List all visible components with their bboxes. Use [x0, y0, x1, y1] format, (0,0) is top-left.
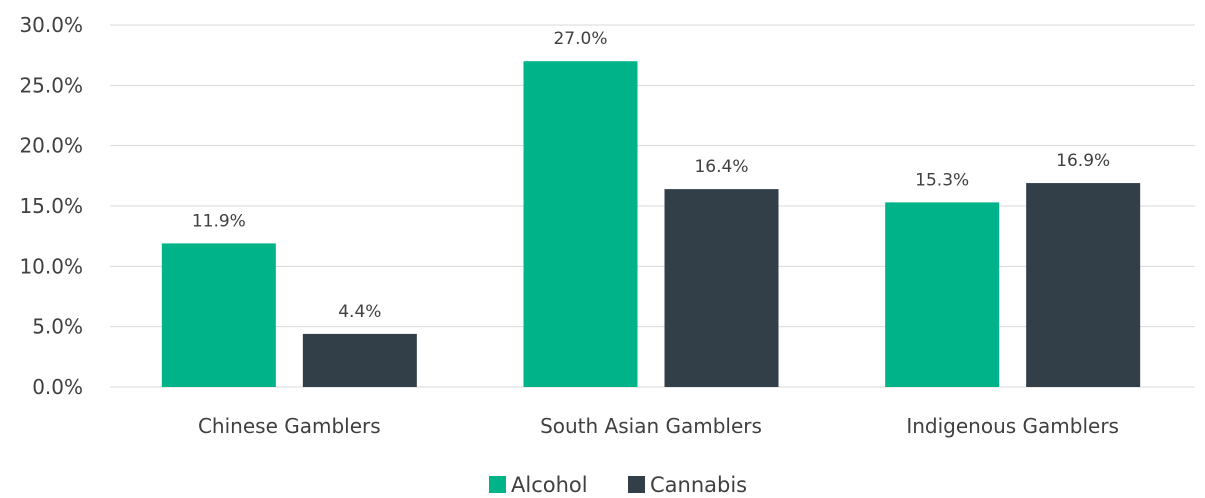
y-tick-label: 10.0% — [19, 254, 83, 278]
bar-cannabis-0 — [302, 333, 417, 387]
y-tick-label: 15.0% — [19, 194, 83, 218]
data-labels: 11.9% 4.4% 27.0% 16.4% 15.3% 16.9% — [192, 29, 1110, 322]
y-tick-label: 30.0% — [19, 13, 83, 37]
data-label: 4.4% — [338, 302, 381, 322]
legend-label-cannabis: Cannabis — [650, 473, 747, 497]
bar-cannabis-2 — [1026, 183, 1141, 387]
bar-alcohol-1 — [523, 61, 638, 387]
bar-alcohol-2 — [885, 202, 1000, 387]
data-label: 27.0% — [553, 29, 607, 49]
bars — [161, 61, 1141, 387]
x-category-label: Chinese Gamblers — [198, 414, 381, 438]
legend-swatch-cannabis — [628, 476, 645, 493]
y-axis-tick-labels: 0.0% 5.0% 10.0% 15.0% 20.0% 25.0% 30.0% — [19, 13, 83, 399]
x-axis-category-labels: Chinese Gamblers South Asian Gamblers Indi… — [198, 414, 1119, 438]
legend-label-alcohol: Alcohol — [511, 473, 588, 497]
x-category-label: South Asian Gamblers — [540, 414, 762, 438]
y-tick-label: 20.0% — [19, 134, 83, 158]
gridlines — [110, 24, 1195, 388]
y-tick-label: 5.0% — [32, 315, 83, 339]
data-label: 11.9% — [192, 211, 246, 231]
bar-alcohol-0 — [161, 243, 276, 387]
legend: Alcohol Cannabis — [489, 473, 747, 497]
y-tick-label: 0.0% — [32, 375, 83, 399]
data-label: 16.4% — [694, 157, 748, 177]
data-label: 16.9% — [1056, 151, 1110, 171]
bar-cannabis-1 — [664, 189, 779, 387]
x-category-label: Indigenous Gamblers — [906, 414, 1119, 438]
data-label: 15.3% — [915, 170, 969, 190]
legend-swatch-alcohol — [489, 476, 506, 493]
y-tick-label: 25.0% — [19, 73, 83, 97]
